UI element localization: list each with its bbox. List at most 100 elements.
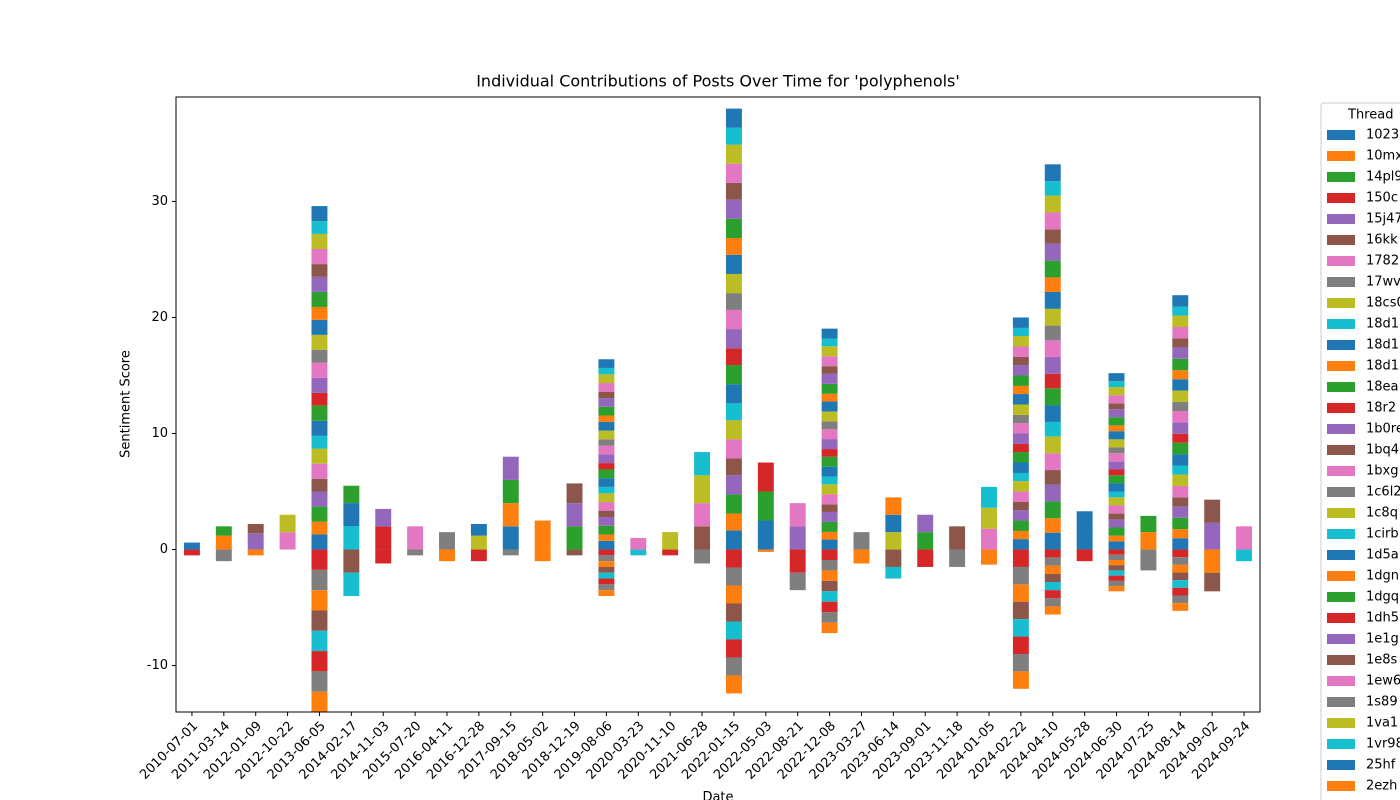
bar-segment xyxy=(1012,566,1029,585)
bar-segment xyxy=(885,514,902,533)
bar-segment xyxy=(598,561,615,567)
bar-segment xyxy=(1108,491,1125,498)
bar-segment xyxy=(821,421,838,430)
bar-segment xyxy=(1044,470,1061,485)
y-tick-label: -10 xyxy=(147,658,168,673)
bar-segment xyxy=(1172,595,1189,604)
bar-segment xyxy=(725,621,742,640)
y-tick-label: 0 xyxy=(160,542,168,557)
bar-segment xyxy=(183,549,200,556)
bar-segment xyxy=(725,163,742,183)
bar-segment xyxy=(1108,586,1125,592)
legend-label: 1bq4 xyxy=(1366,443,1399,458)
bar-segment xyxy=(694,452,711,476)
bar-segment xyxy=(725,348,742,366)
bar-segment xyxy=(1044,573,1061,583)
bar-segment xyxy=(502,456,519,480)
bar-segment xyxy=(375,508,392,527)
bar-segment xyxy=(215,526,232,536)
bar-segment xyxy=(407,526,424,550)
legend-label: 150c xyxy=(1366,191,1398,206)
bar-segment xyxy=(1044,606,1061,615)
bar-segment xyxy=(1044,518,1061,533)
bar-segment xyxy=(725,329,742,349)
bar-segment xyxy=(1044,277,1061,292)
bar-segment xyxy=(1108,554,1125,560)
bar-segment xyxy=(375,549,392,564)
bar-segment xyxy=(821,356,838,367)
bar-segment xyxy=(1172,347,1189,359)
bar-segment xyxy=(1204,522,1221,550)
bar-segment xyxy=(1172,497,1189,507)
bar-segment xyxy=(598,359,615,368)
bar-segment xyxy=(598,398,615,407)
bar-segment xyxy=(821,511,838,522)
bar-segment xyxy=(821,401,838,412)
bar-segment xyxy=(1044,325,1061,341)
bar-segment xyxy=(1108,409,1125,418)
bar-segment xyxy=(1108,527,1125,536)
bar-segment xyxy=(1140,532,1157,550)
legend-swatch xyxy=(1327,298,1355,308)
bar-segment xyxy=(598,383,615,392)
bar-segment xyxy=(1044,164,1061,182)
bar-segment xyxy=(821,429,838,440)
bar-segment xyxy=(821,393,838,402)
bar-segment xyxy=(725,182,742,200)
bar-segment xyxy=(725,549,742,568)
bar-segment xyxy=(215,535,232,550)
legend-label: 1dgq xyxy=(1366,590,1399,605)
bar-segment xyxy=(1140,515,1157,533)
y-tick-label: 30 xyxy=(151,194,168,209)
bar-segment xyxy=(311,249,328,265)
bar-segment xyxy=(725,127,742,145)
bar-segment xyxy=(1012,653,1029,672)
bar-segment xyxy=(725,108,742,128)
bar-segment xyxy=(598,590,615,596)
bar-segment xyxy=(311,435,328,449)
bar-segment xyxy=(725,639,742,658)
bar-segment xyxy=(1108,439,1125,448)
bar-segment xyxy=(1108,453,1125,462)
bar-segment xyxy=(1012,472,1029,482)
y-axis-label: Sentiment Score xyxy=(119,350,134,458)
bar-segment xyxy=(1044,260,1061,278)
legend-label: 18r2 xyxy=(1366,401,1396,416)
bar-segment xyxy=(598,430,615,440)
bar-segment xyxy=(1012,584,1029,602)
legend-label: 18ea xyxy=(1366,380,1399,395)
legend-swatch xyxy=(1327,193,1355,203)
bar-segment xyxy=(1012,414,1029,424)
bar-segment xyxy=(821,504,838,512)
bar-segment xyxy=(1204,499,1221,523)
bar-segment xyxy=(311,549,328,570)
bar-segment xyxy=(821,439,838,450)
bar-segment xyxy=(821,373,838,384)
legend-swatch xyxy=(1327,571,1355,581)
bar-segment xyxy=(1044,373,1061,389)
bar-segment xyxy=(1172,549,1189,558)
bar-segment xyxy=(821,531,838,540)
bar-segment xyxy=(1012,336,1029,347)
legend-label: 1dh5 xyxy=(1366,611,1399,626)
bar-segment xyxy=(407,549,424,556)
bar-segment xyxy=(311,319,328,335)
bar-segment xyxy=(725,144,742,164)
bar-segment xyxy=(821,411,838,422)
bar-segment xyxy=(598,549,615,556)
legend-swatch xyxy=(1327,760,1355,770)
bar-segment xyxy=(725,199,742,219)
bar-segment xyxy=(1012,394,1029,405)
bar-segment xyxy=(821,539,838,550)
bar-segment xyxy=(311,233,328,250)
bar-segment xyxy=(1172,603,1189,611)
bar-segment xyxy=(821,549,838,560)
bar-segment xyxy=(1108,461,1125,470)
bar-segment xyxy=(598,493,615,502)
bar-segment xyxy=(1012,356,1029,366)
bar-segment xyxy=(311,307,328,320)
legend-swatch xyxy=(1327,697,1355,707)
bar-segment xyxy=(1012,433,1029,444)
bar-segment xyxy=(630,549,647,556)
